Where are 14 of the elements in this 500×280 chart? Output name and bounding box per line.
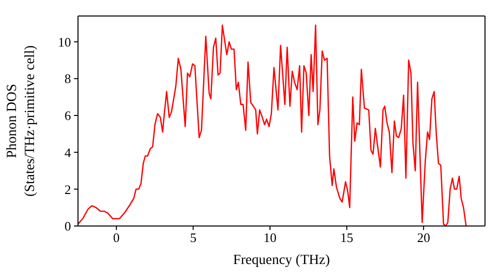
y-tick-label: 0	[64, 218, 71, 234]
y-axis-title: Phonon DOS (States/THz·primitive cell)	[5, 45, 38, 197]
x-tick-label: 5	[190, 230, 196, 246]
y-tick-label: 2	[64, 182, 71, 197]
x-tick-label: 20	[417, 230, 430, 246]
y-tick-label: 10	[58, 34, 71, 50]
line-series	[78, 24, 467, 226]
x-tick-label: 0	[113, 230, 120, 246]
y-tick-label: 4	[64, 144, 72, 160]
y-tick-label: 6	[64, 108, 72, 124]
x-axis-title: Frequency (THz)	[233, 253, 330, 268]
x-tick-label: 15	[340, 230, 354, 246]
x-tick-label: 10	[263, 230, 276, 246]
y-tick-label: 8	[64, 71, 71, 86]
